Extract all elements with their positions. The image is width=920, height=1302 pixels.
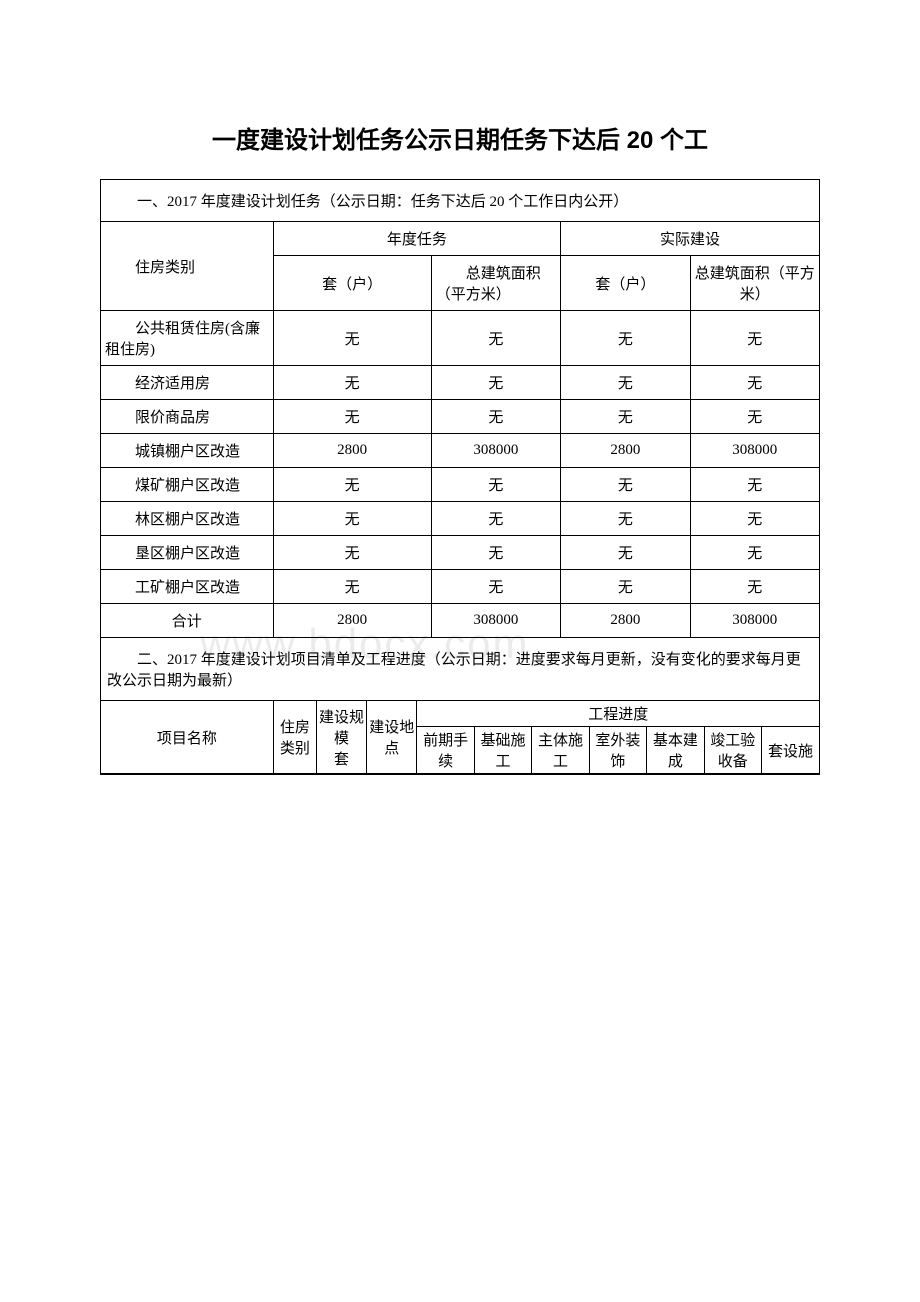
t1-col-area1: 总建筑面积（平方米） — [431, 256, 560, 311]
cell-value: 无 — [273, 400, 431, 434]
cell-value: 无 — [431, 536, 560, 570]
page-title: 一度建设计划任务公示日期任务下达后 20 个工 — [100, 120, 820, 155]
cell-value: 无 — [431, 468, 560, 502]
table-row: 城镇棚户区改造 2800 308000 2800 308000 — [101, 434, 820, 468]
cell-category: 限价商品房 — [101, 400, 274, 434]
table-row: 公共租赁住房(含廉租住房) 无 无 无 无 — [101, 311, 820, 366]
section2-header: 二、2017 年度建设计划项目清单及工程进度（公示日期：进度要求每月更新，没有变… — [101, 638, 820, 701]
cell-value: 无 — [273, 536, 431, 570]
cell-value: 2800 — [273, 604, 431, 638]
cell-value: 无 — [273, 502, 431, 536]
t2-col-scale: 建设规模 套 — [316, 701, 366, 774]
t2-col-housing: 住房类别 — [273, 701, 316, 774]
cell-value: 无 — [690, 502, 819, 536]
cell-value: 无 — [690, 311, 819, 366]
cell-value: 无 — [561, 502, 690, 536]
t1-col-units1: 套（户） — [273, 256, 431, 311]
table-row: 垦区棚户区改造 无 无 无 无 — [101, 536, 820, 570]
t2-col-project: 项目名称 — [101, 701, 273, 774]
cell-category: 煤矿棚户区改造 — [101, 468, 274, 502]
cell-value: 无 — [273, 570, 431, 604]
cell-value: 无 — [431, 502, 560, 536]
table-total-row: 合计 2800 308000 2800 308000 — [101, 604, 820, 638]
cell-value: 308000 — [431, 434, 560, 468]
table-row: 林区棚户区改造 无 无 无 无 — [101, 502, 820, 536]
cell-value: 无 — [273, 468, 431, 502]
cell-value: 2800 — [561, 604, 690, 638]
t1-col-area2: 总建筑面积（平方米） — [690, 256, 819, 311]
t1-group1: 年度任务 — [273, 222, 561, 256]
cell-category: 公共租赁住房(含廉租住房) — [101, 311, 274, 366]
cell-value: 308000 — [431, 604, 560, 638]
cell-value: 308000 — [690, 604, 819, 638]
cell-value: 无 — [561, 570, 690, 604]
cell-value: 无 — [431, 400, 560, 434]
t1-col-category: 住房类别 — [101, 222, 274, 311]
main-table: 一、2017 年度建设计划任务（公示日期：任务下达后 20 个工作日内公开） 住… — [100, 179, 820, 775]
t2-p2: 基础施工 — [474, 727, 531, 774]
cell-value: 无 — [690, 536, 819, 570]
cell-value: 无 — [561, 366, 690, 400]
cell-value: 无 — [690, 468, 819, 502]
t2-p5: 基本建成 — [647, 727, 704, 774]
t2-p1: 前期手续 — [417, 727, 474, 774]
table-row: 经济适用房 无 无 无 无 — [101, 366, 820, 400]
t2-p3: 主体施工 — [532, 727, 589, 774]
t2-p6: 竣工验收备 — [704, 727, 761, 774]
cell-category: 林区棚户区改造 — [101, 502, 274, 536]
t1-group2: 实际建设 — [561, 222, 820, 256]
cell-value: 无 — [690, 570, 819, 604]
cell-value: 2800 — [273, 434, 431, 468]
cell-category: 经济适用房 — [101, 366, 274, 400]
cell-value: 无 — [561, 536, 690, 570]
cell-value: 2800 — [561, 434, 690, 468]
table2-header: 项目名称 住房类别 建设规模 套 建设地点 工程进度 前期手续 基础施工 主体施… — [101, 701, 819, 774]
section1-header: 一、2017 年度建设计划任务（公示日期：任务下达后 20 个工作日内公开） — [101, 180, 820, 222]
cell-value: 无 — [561, 468, 690, 502]
cell-value: 无 — [431, 311, 560, 366]
table-row: 限价商品房 无 无 无 无 — [101, 400, 820, 434]
cell-category: 工矿棚户区改造 — [101, 570, 274, 604]
cell-value: 无 — [431, 570, 560, 604]
cell-value: 308000 — [690, 434, 819, 468]
cell-value: 无 — [690, 366, 819, 400]
cell-value: 无 — [431, 366, 560, 400]
cell-value: 无 — [273, 311, 431, 366]
t1-col-units2: 套（户） — [561, 256, 690, 311]
t2-col-scale-label: 建设规模 — [319, 710, 364, 747]
cell-value: 无 — [273, 366, 431, 400]
cell-value: 无 — [690, 400, 819, 434]
document-page: 一度建设计划任务公示日期任务下达后 20 个工 一、2017 年度建设计划任务（… — [0, 0, 920, 835]
t2-col-scale-sub: 套 — [334, 752, 349, 768]
table-row: 煤矿棚户区改造 无 无 无 无 — [101, 468, 820, 502]
t2-p4: 室外装饰 — [589, 727, 646, 774]
cell-total-label: 合计 — [101, 604, 274, 638]
t2-p7: 套设施 — [762, 727, 819, 774]
t2-col-location: 建设地点 — [367, 701, 417, 774]
cell-category: 垦区棚户区改造 — [101, 536, 274, 570]
cell-category: 城镇棚户区改造 — [101, 434, 274, 468]
cell-value: 无 — [561, 311, 690, 366]
t2-progress-header: 工程进度 — [417, 701, 819, 727]
cell-value: 无 — [561, 400, 690, 434]
table-row: 工矿棚户区改造 无 无 无 无 — [101, 570, 820, 604]
